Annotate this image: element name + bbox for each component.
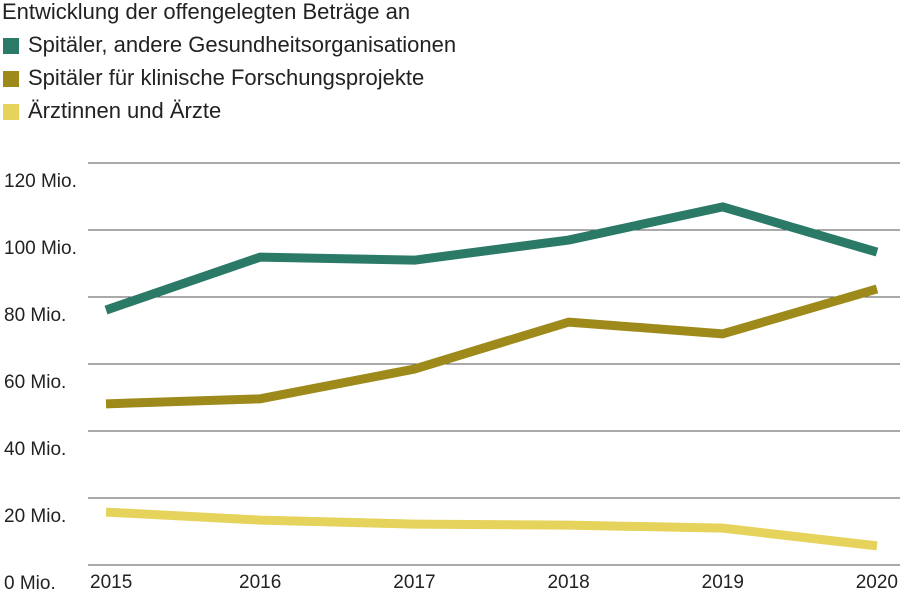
legend-label: Spitäler für klinische Forschungsprojekt… [28, 65, 424, 90]
y-tick-label: 120 Mio. [4, 171, 77, 192]
series-line [105, 507, 878, 551]
y-tick-label: 20 Mio. [4, 506, 66, 527]
x-tick-label: 2016 [239, 572, 281, 593]
y-tick-label: 60 Mio. [4, 372, 66, 393]
y-tick-label: 40 Mio. [4, 439, 66, 460]
legend-swatch [3, 38, 19, 54]
legend-label: Ärztinnen und Ärzte [28, 98, 221, 123]
x-tick-label: 2019 [702, 572, 744, 593]
series-line [105, 284, 879, 409]
legend-label: Spitäler, andere Gesundheitsorganisation… [28, 32, 456, 57]
x-tick-label: 2018 [547, 572, 589, 593]
chart-title: Entwicklung der offengelegten Beträge an [2, 0, 410, 24]
x-tick-label: 2015 [90, 572, 132, 593]
legend-swatch [3, 104, 19, 120]
y-tick-label: 80 Mio. [4, 305, 66, 326]
y-tick-label: 100 Mio. [4, 238, 77, 259]
x-tick-label: 2020 [856, 572, 898, 593]
legend-swatch [3, 71, 19, 87]
series-line [104, 202, 879, 315]
x-tick-label: 2017 [393, 572, 435, 593]
y-tick-label: 0 Mio. [4, 573, 56, 594]
